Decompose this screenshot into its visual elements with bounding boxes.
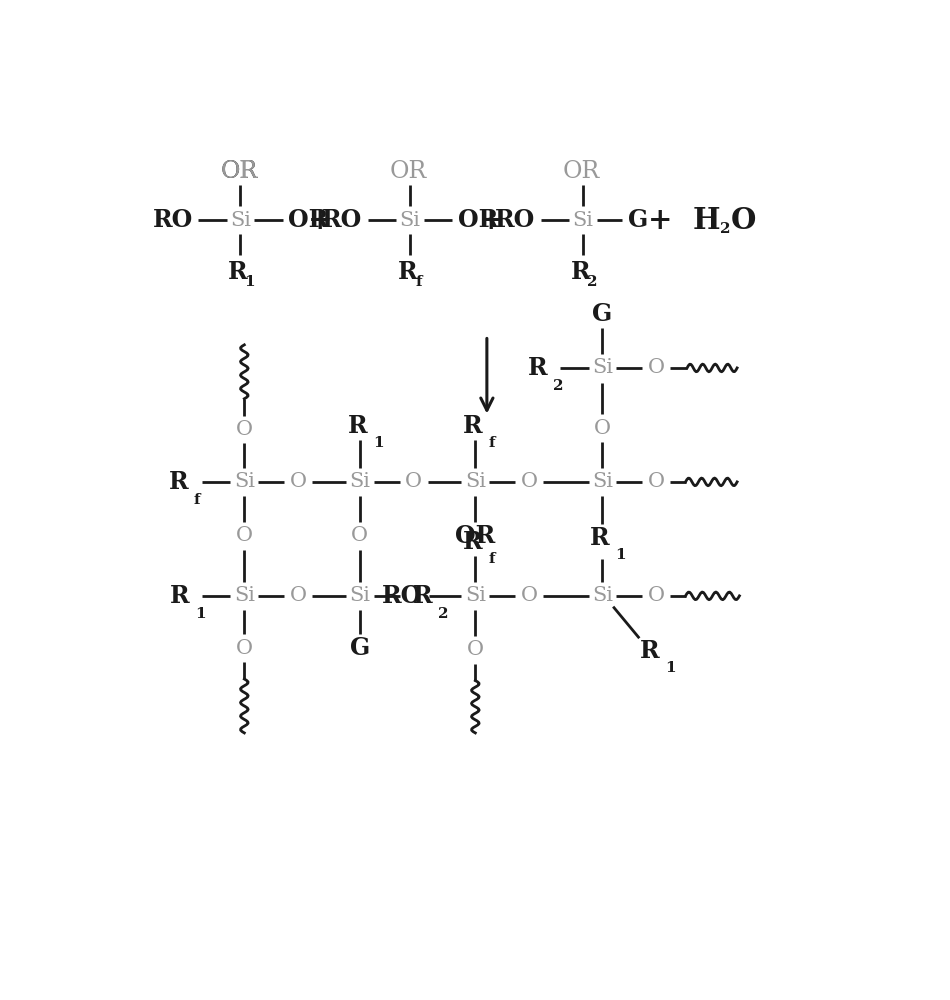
Text: OR: OR bbox=[220, 160, 257, 183]
Text: +: + bbox=[479, 206, 503, 235]
Text: Si: Si bbox=[350, 472, 370, 491]
Text: R: R bbox=[464, 414, 483, 438]
Text: R: R bbox=[640, 639, 660, 663]
Text: OR: OR bbox=[458, 208, 498, 232]
Text: G: G bbox=[592, 302, 613, 326]
Text: O: O bbox=[352, 526, 369, 545]
Text: O: O bbox=[236, 420, 253, 439]
Text: Si: Si bbox=[465, 586, 485, 605]
Text: H: H bbox=[693, 206, 720, 235]
Text: 1: 1 bbox=[666, 661, 676, 675]
Text: f: f bbox=[194, 493, 200, 507]
Text: R: R bbox=[170, 584, 189, 608]
Text: 2: 2 bbox=[438, 607, 448, 621]
Text: Si: Si bbox=[592, 586, 613, 605]
Text: Si: Si bbox=[573, 211, 594, 230]
Text: Si: Si bbox=[234, 472, 255, 491]
Text: Si: Si bbox=[230, 211, 251, 230]
Text: RO: RO bbox=[382, 584, 423, 608]
Text: O: O bbox=[406, 472, 422, 491]
Text: G: G bbox=[629, 208, 649, 232]
Text: OR: OR bbox=[288, 208, 329, 232]
Text: RO: RO bbox=[322, 208, 362, 232]
Text: R: R bbox=[398, 260, 417, 284]
Text: R: R bbox=[228, 260, 248, 284]
Text: O: O bbox=[648, 358, 665, 377]
Text: R: R bbox=[590, 526, 610, 550]
Text: f: f bbox=[488, 552, 495, 566]
Text: O: O bbox=[594, 418, 611, 438]
Text: OR: OR bbox=[563, 160, 600, 183]
Text: Si: Si bbox=[234, 586, 255, 605]
Text: OR: OR bbox=[220, 160, 257, 183]
Text: Si: Si bbox=[350, 586, 370, 605]
Text: 2: 2 bbox=[587, 275, 598, 289]
Text: O: O bbox=[648, 586, 665, 605]
Text: f: f bbox=[416, 275, 423, 289]
Text: +: + bbox=[648, 206, 673, 235]
Text: O: O bbox=[731, 206, 756, 235]
Text: 1: 1 bbox=[373, 436, 384, 450]
Text: O: O bbox=[290, 586, 307, 605]
Text: Si: Si bbox=[465, 472, 485, 491]
Text: 2: 2 bbox=[720, 222, 731, 236]
Text: O: O bbox=[648, 472, 665, 491]
Text: Si: Si bbox=[399, 211, 420, 230]
Text: R: R bbox=[169, 470, 189, 494]
Text: Si: Si bbox=[592, 358, 613, 377]
Text: 1: 1 bbox=[616, 548, 626, 562]
Text: G: G bbox=[350, 636, 370, 660]
Text: R: R bbox=[413, 584, 433, 608]
Text: R: R bbox=[348, 414, 368, 438]
Text: O: O bbox=[236, 526, 253, 545]
Text: O: O bbox=[466, 640, 484, 659]
Text: R: R bbox=[464, 530, 483, 554]
Text: R: R bbox=[571, 260, 591, 284]
Text: 1: 1 bbox=[195, 607, 205, 621]
Text: OR: OR bbox=[390, 160, 427, 183]
Text: +: + bbox=[308, 206, 332, 235]
Text: O: O bbox=[521, 472, 538, 491]
Text: 1: 1 bbox=[244, 275, 255, 289]
Text: R: R bbox=[528, 356, 547, 380]
Text: RO: RO bbox=[153, 208, 193, 232]
Text: OR: OR bbox=[455, 524, 496, 548]
Text: O: O bbox=[521, 586, 538, 605]
Text: Si: Si bbox=[592, 472, 613, 491]
Text: f: f bbox=[488, 436, 495, 450]
Text: O: O bbox=[290, 472, 307, 491]
Text: 2: 2 bbox=[553, 379, 563, 393]
Text: RO: RO bbox=[495, 208, 536, 232]
Text: O: O bbox=[236, 639, 253, 658]
